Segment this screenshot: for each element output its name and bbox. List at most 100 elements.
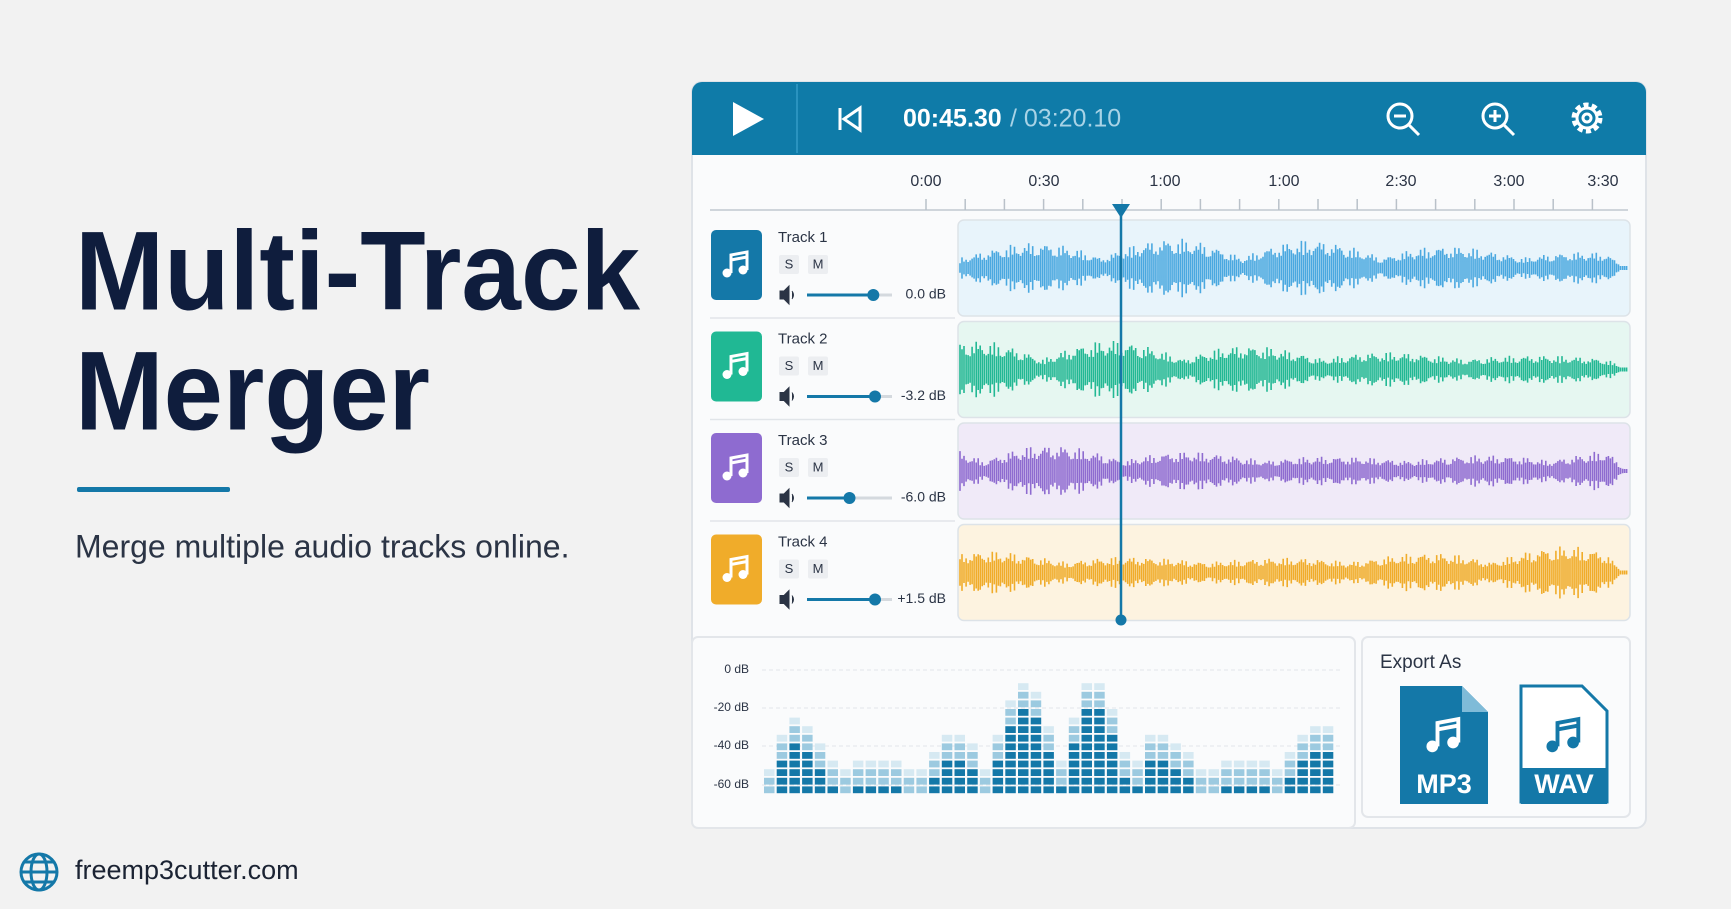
file-corner [1462,686,1488,712]
meter-segment [1106,786,1118,794]
meter-segment [929,752,940,759]
meter-segment [1068,717,1080,725]
meter-segment [1018,777,1029,785]
meter-segment [852,777,864,785]
meter-segment [1081,760,1092,768]
meter-segment [941,734,953,742]
meter-segment [1030,717,1042,725]
speaker-icon [779,284,794,306]
meter-segment [1068,726,1080,733]
meter-segment [1081,769,1092,776]
meter-segment [1106,777,1118,785]
meter-segment [1094,786,1105,794]
meter-segment [1157,760,1169,768]
meter-segment [1272,786,1283,794]
playhead-handle[interactable] [1112,204,1130,218]
meter-segment [1119,786,1131,794]
solo-button-label: S [785,459,794,474]
meter-segment [1056,760,1067,768]
meter-segment [1157,734,1169,742]
meter-segment [1272,769,1283,776]
meter-segment [1233,769,1245,776]
zoom-in-button[interactable] [1481,102,1516,137]
meter-segment [1145,760,1156,768]
meter-segment [1005,709,1016,716]
meter-segment [776,734,788,742]
mute-button[interactable] [808,458,828,477]
toolbar [692,82,1646,155]
solo-button[interactable] [779,356,799,376]
meter-segment [1094,777,1105,785]
waveform [959,546,1628,599]
settings-button[interactable] [1571,102,1603,134]
meter-segment [827,786,838,794]
meter-segment [1094,743,1105,751]
meter-segment [1106,752,1118,759]
meter-segment [941,760,953,768]
mute-button[interactable] [808,559,828,579]
meter-scale-label: -60 dB [714,777,749,791]
meter-segment [1043,760,1054,768]
volume-knob[interactable] [869,390,881,403]
meter-segment [1310,752,1321,759]
meter-segment [1081,683,1092,690]
meter-segment [1119,752,1131,759]
meter-segment [814,752,826,759]
meter-segment [1246,777,1258,785]
timeline-label: 3:30 [1587,173,1618,190]
note-head [722,268,732,278]
meter-segment [967,769,978,776]
note-head [738,367,748,376]
meter-segment [1030,743,1042,751]
meter-segment [1081,752,1092,759]
volume-knob[interactable] [843,492,856,504]
zoom-out-button[interactable] [1386,102,1421,137]
track-icon [711,433,762,503]
meter-segment [1310,743,1321,751]
meter-segment [1297,760,1308,768]
meter-segment [789,726,800,733]
meter-segment [802,786,813,794]
meter-segment [1081,777,1092,785]
meter-segment [891,769,902,776]
meter-segment [1106,760,1118,768]
meter-segment [1106,769,1118,776]
site-url[interactable]: freemp3cutter.com [75,855,299,885]
meter-segment [941,752,953,759]
volume-knob[interactable] [869,593,881,606]
meter-segment [1284,752,1296,759]
note-stem [729,250,749,273]
mp3-file-icon[interactable] [1400,686,1488,804]
note-head [1447,736,1459,749]
solo-button[interactable] [779,458,799,477]
volume-knob[interactable] [867,289,880,301]
meter-segment [764,777,775,785]
skip-back-button[interactable] [838,105,862,133]
music-note-icon [1426,716,1461,753]
meter-segment [840,769,851,776]
meter-segment [1081,786,1092,794]
mute-button[interactable] [808,356,828,376]
meter-segment [1284,760,1296,768]
play-button[interactable] [733,102,764,136]
solo-button[interactable] [779,559,799,579]
solo-button[interactable] [779,255,799,274]
meter-segment [789,777,800,785]
meter-segment [1068,760,1080,768]
format-label: MP3 [1416,769,1472,799]
meter-segment [967,777,978,785]
meter-segment [1208,786,1219,794]
meter-segment [1005,777,1016,785]
note-head [722,573,732,582]
meter-segment [1183,786,1194,794]
meter-segment [776,752,788,759]
meter-segment [789,743,800,751]
speaker-icon [779,386,794,407]
meter-segment [852,769,864,776]
meter-segment [1094,717,1105,725]
meter-segment [1221,760,1232,768]
meter-segment [1272,777,1283,785]
meter-segment [1030,691,1042,699]
mute-button[interactable] [808,255,828,274]
meter-segment [802,726,813,733]
